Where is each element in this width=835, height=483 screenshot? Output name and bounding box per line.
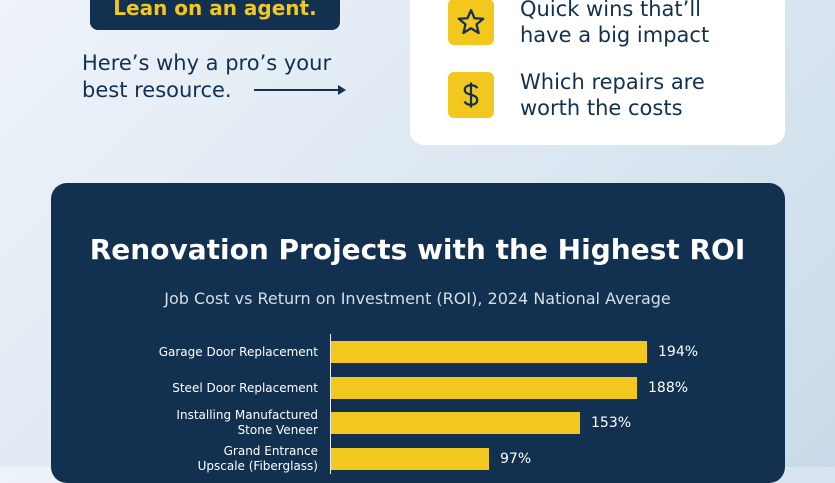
chart-subtitle: Job Cost vs Return on Investment (ROI), … [164, 289, 671, 308]
benefits-card: Quick wins that’ll have a big impact Whi… [410, 0, 785, 145]
feature-quick-wins: Quick wins that’ll have a big impact [448, 0, 770, 48]
category-label-line: Grand Entrance [223, 444, 318, 458]
category-label-1: Steel Door Replacement [108, 381, 318, 396]
category-label-line: Installing Manufactured [176, 408, 318, 422]
feature-quick-wins-line-2: have a big impact [520, 23, 710, 47]
category-label-line: Steel Door Replacement [172, 381, 318, 395]
star-icon [448, 0, 494, 45]
feature-repairs-line-1: Which repairs are [520, 70, 705, 94]
bar-0 [331, 341, 647, 363]
feature-repairs-text: Which repairs are worth the costs [520, 69, 770, 121]
category-label-line: Stone Veneer [237, 423, 318, 437]
bar-value-label-2: 153% [591, 415, 632, 431]
feature-quick-wins-text: Quick wins that’ll have a big impact [520, 0, 770, 48]
feature-quick-wins-line-1: Quick wins that’ll [520, 0, 701, 21]
arrow-right-icon [254, 85, 346, 95]
bar-2 [331, 412, 580, 434]
why-pro-text: Here’s why a pro’s your best resource. [82, 50, 372, 104]
why-line-2: best resource. [82, 78, 232, 102]
bar-value-label-0: 194% [658, 344, 699, 360]
category-label-line: Garage Door Replacement [158, 345, 318, 359]
dollar-icon [448, 72, 494, 118]
chart-panel [51, 183, 785, 483]
feature-repairs-line-2: worth the costs [520, 96, 683, 120]
lean-on-agent-label: Lean on an agent. [113, 0, 317, 20]
category-label-3: Grand Entrance Upscale (Fiberglass) [108, 444, 318, 474]
chart-axis-line [330, 334, 331, 474]
chart-title: Renovation Projects with the Highest ROI [89, 233, 746, 266]
bar-value-label-3: 97% [500, 451, 532, 467]
feature-repairs: Which repairs are worth the costs [448, 69, 770, 121]
lean-on-agent-badge: Lean on an agent. [90, 0, 340, 30]
bar-3 [331, 448, 489, 470]
category-label-2: Installing Manufactured Stone Veneer [108, 408, 318, 438]
bar-value-label-1: 188% [648, 380, 689, 396]
bar-1 [331, 377, 637, 399]
why-line-1: Here’s why a pro’s your [82, 51, 332, 75]
category-label-0: Garage Door Replacement [108, 345, 318, 360]
